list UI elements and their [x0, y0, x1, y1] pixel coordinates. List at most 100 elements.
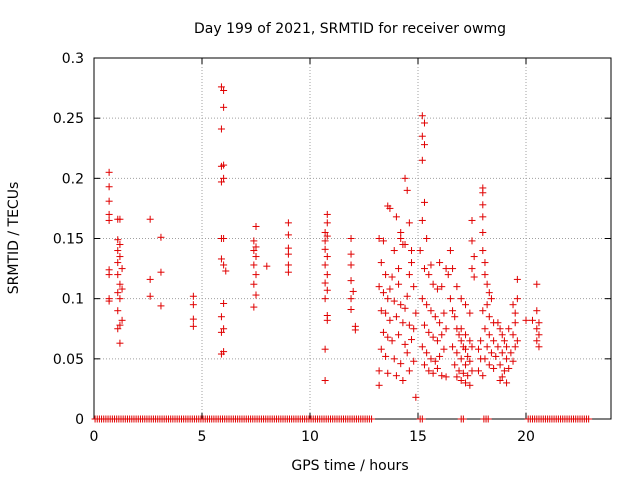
data-point	[485, 313, 493, 321]
data-point	[384, 333, 392, 341]
data-point	[451, 313, 459, 321]
data-point	[217, 255, 225, 263]
y-tick-label: 0.25	[53, 111, 84, 127]
data-point	[500, 367, 508, 375]
data-point	[453, 373, 461, 381]
data-point	[535, 331, 543, 339]
data-point	[388, 337, 396, 345]
data-point	[347, 305, 355, 313]
chart-title: Day 199 of 2021, SRMTID for receiver owm…	[194, 21, 506, 37]
y-axis-title: SRMTID / TECUs	[6, 182, 22, 295]
data-point	[433, 285, 441, 293]
data-point	[263, 262, 271, 270]
data-point	[116, 339, 124, 347]
data-point	[429, 369, 437, 377]
data-point	[252, 253, 260, 261]
data-point	[375, 235, 383, 242]
data-point	[427, 307, 435, 315]
data-point	[533, 307, 541, 315]
data-point	[408, 247, 416, 255]
data-point	[412, 393, 420, 401]
data-point	[390, 247, 398, 255]
data-point	[399, 319, 407, 327]
data-point	[217, 125, 225, 133]
data-point	[466, 357, 474, 365]
data-point	[446, 247, 454, 255]
data-point	[392, 313, 400, 321]
data-point	[408, 336, 416, 344]
data-point	[386, 204, 394, 212]
data-point	[217, 178, 225, 186]
data-point	[509, 331, 517, 339]
data-point	[425, 328, 433, 336]
data-point	[105, 216, 113, 224]
y-tick-label: 0	[75, 412, 84, 428]
data-point	[388, 273, 396, 281]
data-point	[468, 237, 476, 245]
data-point	[420, 141, 428, 149]
data-point	[118, 285, 126, 293]
data-point	[323, 232, 331, 240]
x-tick-label: 15	[409, 429, 427, 445]
data-point	[503, 355, 511, 363]
data-point	[457, 376, 465, 384]
data-point	[321, 295, 329, 303]
data-point	[423, 235, 431, 242]
data-point	[535, 343, 543, 351]
data-point	[401, 174, 409, 182]
y-tick-labels: 0 0.05 0.1 0.15 0.2 0.25 0.3	[53, 51, 84, 428]
x-axis-title: GPS time / hours	[291, 458, 408, 474]
data-point	[420, 361, 428, 369]
data-point	[474, 345, 482, 353]
data-point	[522, 316, 530, 324]
data-point	[405, 367, 413, 375]
data-point	[410, 325, 418, 333]
data-point	[105, 297, 113, 305]
data-point	[451, 361, 459, 369]
data-point	[483, 280, 491, 288]
data-point	[284, 219, 292, 227]
data-point	[440, 309, 448, 317]
data-point	[220, 261, 228, 269]
data-point	[114, 289, 122, 297]
data-point	[323, 253, 331, 261]
data-point	[321, 345, 329, 353]
data-point	[442, 373, 450, 381]
data-point	[455, 331, 463, 339]
data-point	[420, 198, 428, 206]
data-point	[490, 364, 498, 372]
data-point	[449, 343, 457, 351]
data-point	[397, 301, 405, 309]
data-point	[217, 162, 225, 170]
data-point	[386, 285, 394, 293]
y-tick-label: 0.3	[62, 51, 84, 67]
data-point	[479, 372, 487, 380]
data-point	[321, 376, 329, 384]
data-point	[481, 271, 489, 279]
data-point	[405, 219, 413, 227]
data-point	[321, 228, 329, 236]
data-point	[423, 301, 431, 309]
data-point	[442, 265, 450, 273]
data-point	[418, 343, 426, 351]
data-point	[418, 156, 426, 164]
data-point	[386, 316, 394, 324]
data-point	[323, 271, 331, 279]
data-point	[468, 216, 476, 224]
data-point	[479, 201, 487, 209]
data-point	[468, 367, 476, 375]
data-point	[505, 325, 513, 333]
data-point	[379, 237, 387, 245]
data-point	[418, 415, 426, 423]
y-tick-label: 0.2	[62, 171, 84, 187]
y-tick-label: 0.15	[53, 232, 84, 248]
data-point	[217, 350, 225, 358]
data-point	[468, 343, 476, 351]
data-point	[250, 247, 258, 255]
data-point	[405, 321, 413, 329]
data-point	[533, 280, 541, 288]
data-point	[459, 415, 467, 423]
data-point	[535, 319, 543, 327]
data-point	[349, 287, 357, 295]
